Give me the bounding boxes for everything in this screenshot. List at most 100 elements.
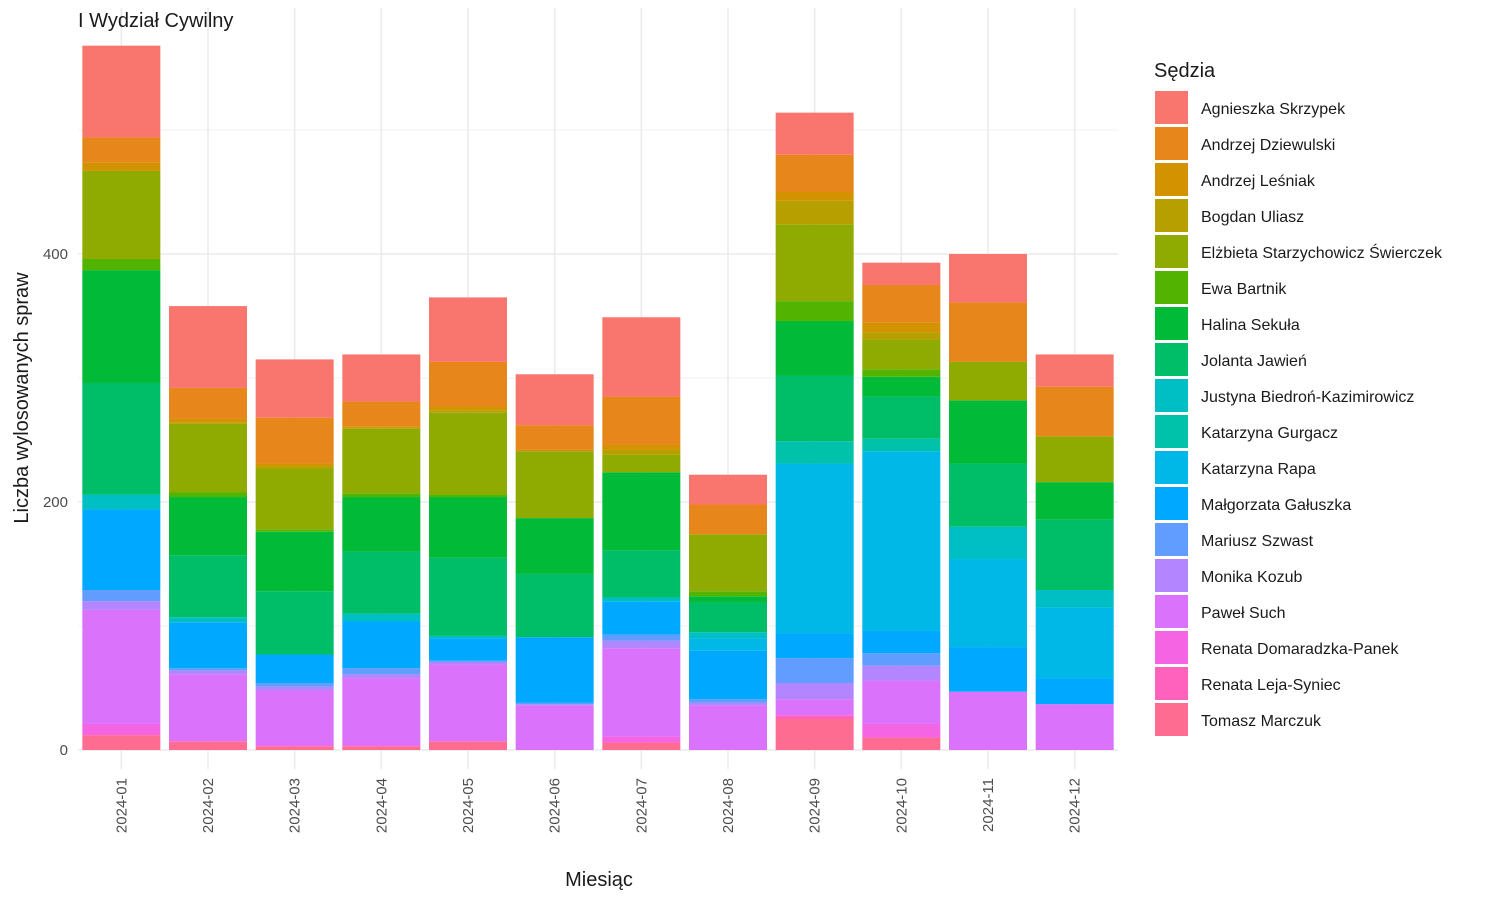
bar-segment <box>82 258 161 271</box>
bar-segment <box>689 474 767 505</box>
x-axis-ticks: 2024-01 2024-02 2024-03 2024-04 2024-05 2024-… <box>113 778 1083 833</box>
bar-segment <box>429 741 507 750</box>
legend-swatch <box>1155 343 1188 376</box>
legend-swatch <box>1155 91 1188 124</box>
bar-segment <box>255 690 334 746</box>
x-tick-label: 2024-10 <box>893 778 910 833</box>
legend-label: Ewa Bartnik <box>1201 281 1287 298</box>
legend-swatch <box>1155 703 1188 736</box>
bar-segment <box>602 550 681 598</box>
bar-segment <box>82 45 161 138</box>
x-tick-label: 2024-12 <box>1067 778 1084 833</box>
bar-segment <box>429 557 507 636</box>
bar-segment <box>429 635 507 639</box>
legend: Sędzia Agnieszka Skrzypek Andrzej Dziewul… <box>1154 60 1443 736</box>
legend-label: Monika Kozub <box>1201 569 1302 586</box>
bar-segment <box>169 741 247 750</box>
bar-segment <box>82 162 161 171</box>
bar-segment <box>775 320 854 376</box>
x-tick-label: 2024-03 <box>287 778 304 833</box>
bar-segment <box>1035 607 1114 679</box>
bar-segment <box>255 466 334 469</box>
bar-segment <box>862 653 941 666</box>
bar-segment <box>775 375 854 442</box>
bar-segment <box>169 674 247 742</box>
bar-segment <box>862 396 941 439</box>
bar-segment <box>429 412 507 495</box>
y-axis-ticks: 0 200 400 <box>43 246 68 759</box>
bar-segment <box>515 702 594 705</box>
bar-segment <box>775 683 854 700</box>
bar-segment <box>342 674 421 679</box>
bar-segment <box>862 285 941 323</box>
bar-segment <box>342 401 421 427</box>
x-tick-label: 2024-04 <box>373 778 390 833</box>
bar-segment <box>862 369 941 377</box>
bar-segment <box>342 678 421 746</box>
bar-segment <box>255 468 334 530</box>
legend-swatch <box>1155 559 1188 592</box>
bar-segment <box>342 613 421 622</box>
y-tick-label: 200 <box>43 494 68 511</box>
bar-segment <box>342 427 421 429</box>
bar-segment <box>949 647 1027 692</box>
legend-swatch <box>1155 235 1188 268</box>
legend-label: Renata Leja-Syniec <box>1201 677 1341 694</box>
bar-segment <box>689 596 767 603</box>
bar-segment <box>775 463 854 634</box>
x-tick-label: 2024-11 <box>980 778 997 832</box>
bar-segment <box>342 354 421 402</box>
bar-segment <box>689 638 767 651</box>
bar-segment <box>255 359 334 418</box>
bar-segment <box>775 200 854 225</box>
bar-segment <box>82 590 161 602</box>
bar-segment <box>515 425 594 450</box>
bar-segment <box>342 668 421 675</box>
bar-segment <box>862 262 941 285</box>
bar-segment <box>949 526 1027 560</box>
bar-segment <box>429 406 507 411</box>
bar-segment <box>862 451 941 631</box>
x-tick-label: 2024-02 <box>200 778 217 833</box>
bar-segment <box>429 494 507 498</box>
legend-label: Paweł Such <box>1201 605 1286 622</box>
bar-segment <box>342 745 421 747</box>
bar-segment <box>949 302 1027 362</box>
legend-label: Tomasz Marczuk <box>1201 713 1322 730</box>
legend-label: Katarzyna Rapa <box>1201 461 1316 478</box>
bar-segment <box>82 270 161 383</box>
bar-segment <box>169 670 247 675</box>
legend-label: Renata Domaradzka-Panek <box>1201 641 1399 658</box>
bar-segment <box>775 633 854 659</box>
bar-segment <box>689 632 767 639</box>
bar-segment <box>82 170 161 259</box>
bar-segment <box>82 509 161 591</box>
bar-segment <box>515 518 594 574</box>
bar-segment <box>342 551 421 614</box>
y-tick-label: 400 <box>43 246 68 263</box>
bar-segment <box>515 637 594 703</box>
bar-segment <box>169 306 247 388</box>
legend-swatch <box>1155 451 1188 484</box>
legend-swatch <box>1155 667 1188 700</box>
bar-segment <box>602 597 681 602</box>
bar-segment <box>255 746 334 750</box>
legend-label: Agnieszka Skrzypek <box>1201 101 1346 118</box>
bar-segment <box>255 531 334 592</box>
x-tick-label: 2024-05 <box>460 778 477 833</box>
legend-label: Andrzej Leśniak <box>1201 173 1316 190</box>
bar-segment <box>515 705 594 750</box>
legend-swatch <box>1155 271 1188 304</box>
y-tick-label: 0 <box>60 742 68 759</box>
bar-segment <box>1035 436 1114 483</box>
bar-segment <box>169 422 247 424</box>
bar-segment <box>429 361 507 407</box>
bar-segment <box>342 426 421 428</box>
legend-label: Justyna Biedroń-Kazimirowicz <box>1201 389 1414 406</box>
y-axis-title: Liczba wylosowanych spraw <box>11 272 33 524</box>
x-tick-label: 2024-09 <box>807 778 824 833</box>
bar-segment <box>602 317 681 397</box>
bar-segment <box>429 638 507 661</box>
bar-segment <box>689 602 767 633</box>
